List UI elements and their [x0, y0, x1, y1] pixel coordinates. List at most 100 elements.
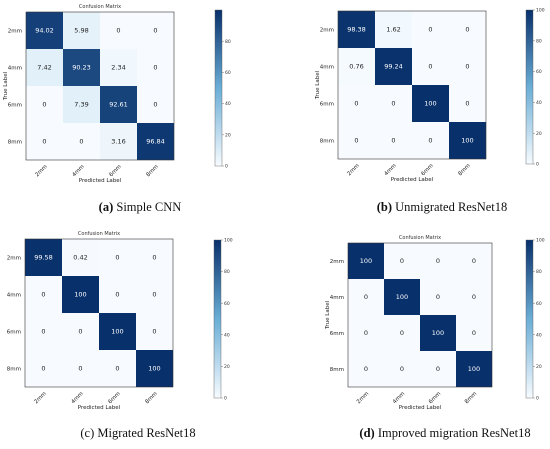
colorbar-tick-label: 100: [536, 8, 545, 14]
cell-value-label: 0: [465, 26, 469, 34]
cell-value-label: 96.84: [146, 138, 165, 146]
colorbar-tick-label: 80: [536, 38, 542, 44]
colorbar-tick-label: 80: [536, 269, 542, 275]
y-axis-label: True Label: [3, 71, 9, 101]
cell-value-label: 100: [360, 257, 372, 265]
cell-value-label: 99.58: [34, 254, 53, 262]
heatmap-cell: [420, 279, 456, 315]
cell-value-label: 5.98: [74, 27, 88, 35]
heatmap-cell: [338, 11, 375, 48]
heatmap-cell: [449, 85, 486, 122]
cell-value-label: 0: [152, 291, 156, 299]
colorbar-tick-label: 20: [224, 364, 230, 370]
x-tick-label: 4mm: [383, 163, 397, 177]
y-tick-label: 4mm: [8, 66, 22, 72]
cell-value-label: 100: [111, 328, 123, 336]
cell-value-label: 7.39: [74, 101, 88, 109]
heatmap-cell: [384, 279, 420, 315]
y-tick-label: 8mm: [7, 367, 21, 373]
x-tick-label: 6mm: [107, 391, 121, 405]
heatmap-cell: [338, 122, 375, 159]
heatmap-cell: [136, 276, 173, 313]
heatmap-cell: [456, 243, 492, 279]
cell-value-label: 100: [424, 100, 436, 108]
y-axis-label: True Label: [325, 300, 331, 330]
cell-value-label: 0: [41, 328, 45, 336]
caption-label: (a): [99, 200, 114, 214]
caption-text: Unmigrated ResNet18: [392, 200, 507, 214]
colorbar-tick-label: 80: [225, 39, 231, 45]
heatmap-cell: [100, 86, 137, 123]
cell-value-label: 94.02: [35, 27, 54, 35]
cell-value-label: 0: [153, 27, 157, 35]
heatmap-cell: [412, 48, 449, 85]
heatmap-cell: [26, 12, 63, 49]
heatmap-cell: [137, 86, 174, 123]
cell-value-label: 0: [42, 101, 46, 109]
y-tick-label: 6mm: [8, 103, 22, 109]
cell-value-label: 0: [364, 365, 368, 373]
colorbar-tick-label: 60: [536, 69, 542, 75]
heatmap-cell: [456, 315, 492, 351]
cell-value-label: 0: [115, 254, 119, 262]
cell-value-label: 100: [468, 365, 480, 373]
heatmap-cell: [338, 48, 375, 85]
y-axis-label: True Label: [315, 70, 321, 100]
cell-value-label: 0: [364, 293, 368, 301]
cell-value-label: 0.76: [349, 63, 363, 71]
caption-label: (d): [359, 426, 374, 440]
cell-value-label: 0: [400, 365, 404, 373]
heatmap-cell: [26, 86, 63, 123]
x-tick-label: 8mm: [144, 391, 158, 405]
x-tick-label: 2mm: [34, 164, 48, 178]
cell-value-label: 0: [400, 329, 404, 337]
cell-value-label: 0: [465, 63, 469, 71]
x-tick-label: 6mm: [108, 164, 122, 178]
cell-value-label: 100: [148, 365, 160, 373]
colorbar: [213, 239, 222, 399]
cell-value-label: 100: [396, 293, 408, 301]
heatmap-cell: [449, 11, 486, 48]
colorbar: [525, 9, 534, 165]
heatmap-cell: [25, 276, 62, 313]
cell-value-label: 0: [391, 137, 395, 145]
heatmap-cell: [62, 239, 99, 276]
x-tick-label: 6mm: [428, 391, 442, 405]
heatmap-cell: [456, 279, 492, 315]
x-axis-label: Predicted Label: [79, 178, 122, 184]
plot-frame: [337, 10, 487, 160]
y-tick-label: 8mm: [8, 140, 22, 146]
caption-text: (c) Migrated ResNet18: [80, 426, 195, 440]
colorbar-tick-label: 60: [225, 70, 231, 76]
y-tick-label: 4mm: [7, 293, 21, 299]
colorbar-tick-label: 60: [536, 301, 542, 307]
colorbar-tick-label: 40: [225, 101, 231, 107]
cell-value-label: 100: [432, 329, 444, 337]
x-tick-label: 4mm: [392, 391, 406, 405]
panel-caption: (a) Simple CNN: [99, 200, 182, 214]
x-tick-label: 2mm: [33, 391, 47, 405]
cell-value-label: 100: [461, 137, 473, 145]
cell-value-label: 2.34: [111, 64, 125, 72]
heatmap-cell: [456, 351, 492, 387]
heatmap-cell: [25, 350, 62, 387]
caption-text: Simple CNN: [113, 200, 181, 214]
heatmap-cell: [137, 49, 174, 86]
cell-value-label: 0: [152, 328, 156, 336]
heatmap-cell: [348, 243, 384, 279]
cell-value-label: 0: [42, 138, 46, 146]
heatmap-cell: [384, 351, 420, 387]
cell-value-label: 0: [428, 63, 432, 71]
cell-value-label: 0: [436, 365, 440, 373]
cell-value-label: 0: [152, 254, 156, 262]
heatmap-cell: [25, 313, 62, 350]
cell-value-label: 99.24: [384, 63, 403, 71]
colorbar-tick-label: 60: [224, 301, 230, 307]
cell-value-label: 0: [41, 291, 45, 299]
confusion-matrix-panel: Confusion Matrix 99.58 0.42 0 0 0 100 0 0 0 0 100 0 0…: [7, 231, 233, 440]
heatmap-cell: [136, 313, 173, 350]
heatmap-cell: [137, 123, 174, 160]
x-axis-label: Predicted Label: [391, 177, 434, 183]
heatmap-cell: [63, 123, 100, 160]
heatmap-cell: [136, 239, 173, 276]
